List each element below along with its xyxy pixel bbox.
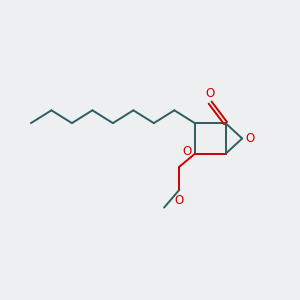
Text: O: O xyxy=(175,194,184,206)
Text: O: O xyxy=(245,132,254,145)
Text: O: O xyxy=(182,145,192,158)
Text: O: O xyxy=(206,87,215,100)
